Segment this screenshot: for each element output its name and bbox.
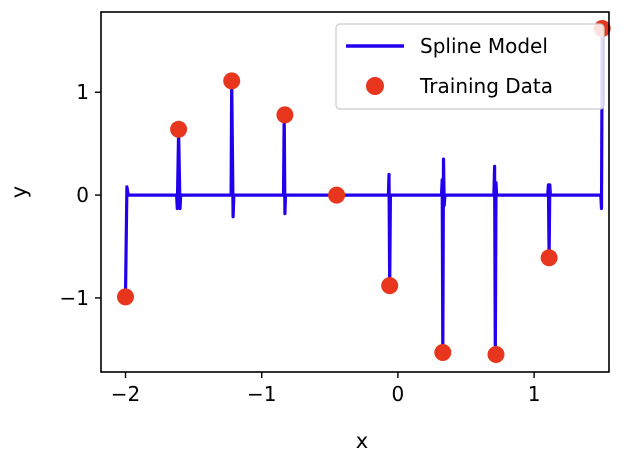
spline-model-line xyxy=(123,28,604,357)
training-data-point xyxy=(223,72,241,90)
y-tick-label: 0 xyxy=(76,183,89,207)
legend-marker-swatch xyxy=(366,77,384,95)
axes-frame xyxy=(100,11,610,373)
plot-area xyxy=(117,20,611,363)
x-tick-label: 0 xyxy=(392,382,405,406)
training-data-point xyxy=(328,186,346,204)
training-data-point xyxy=(540,249,558,267)
legend: Spline Model Training Data xyxy=(335,23,605,110)
x-axis-label: x xyxy=(356,429,368,453)
training-data-point xyxy=(434,344,452,361)
training-data-point xyxy=(381,277,399,295)
training-data-point xyxy=(170,120,188,138)
y-tick-label: −1 xyxy=(60,286,89,310)
axis-ticks: −2 −1 0 1 −1 0 1 xyxy=(60,80,541,406)
x-tick-label: 1 xyxy=(528,382,541,406)
legend-label-spline: Spline Model xyxy=(420,34,548,58)
legend-label-training: Training Data xyxy=(419,74,553,98)
y-tick-label: 1 xyxy=(76,80,89,104)
y-axis-label: y xyxy=(7,186,31,198)
training-data-point xyxy=(276,106,294,124)
training-data-point xyxy=(487,346,505,363)
training-data-point xyxy=(117,288,134,306)
x-tick-label: −1 xyxy=(247,382,276,406)
x-tick-label: −2 xyxy=(111,382,140,406)
